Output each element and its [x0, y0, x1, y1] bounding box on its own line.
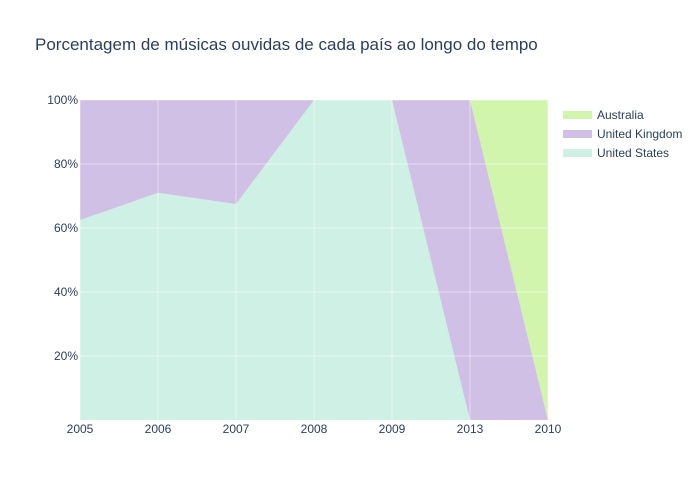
x-axis-ticks: 2005 2006 2007 2008 2009 2013 2010: [67, 422, 562, 436]
legend-item-australia[interactable]: Australia: [563, 108, 644, 122]
chart-title: Porcentagem de músicas ouvidas de cada p…: [35, 35, 538, 54]
legend-label: Australia: [597, 108, 644, 122]
area-united-kingdom: [80, 100, 548, 420]
y-tick-label: 20%: [54, 349, 78, 363]
legend-label: United Kingdom: [597, 127, 682, 141]
legend-label: United States: [597, 146, 669, 160]
area-series-group: [80, 100, 548, 420]
x-tick-label: 2007: [223, 422, 250, 436]
legend-swatch: [563, 149, 592, 157]
legend-item-united-kingdom[interactable]: United Kingdom: [563, 127, 682, 141]
area-united-states: [80, 100, 548, 420]
x-tick-label: 2005: [67, 422, 94, 436]
area-australia: [80, 100, 548, 420]
y-tick-label: 100%: [47, 93, 78, 107]
x-tick-label: 2013: [457, 422, 484, 436]
legend-swatch: [563, 111, 592, 119]
legend-item-united-states[interactable]: United States: [563, 146, 669, 160]
y-tick-label: 60%: [54, 221, 78, 235]
x-tick-label: 2006: [145, 422, 172, 436]
legend: Australia United Kingdom United States: [563, 108, 682, 160]
y-tick-label: 40%: [54, 285, 78, 299]
x-tick-label: 2008: [301, 422, 328, 436]
legend-swatch: [563, 130, 592, 138]
x-tick-label: 2009: [379, 422, 406, 436]
y-tick-label: 80%: [54, 157, 78, 171]
x-tick-label: 2010: [535, 422, 562, 436]
grid-lines: [79, 99, 549, 420]
y-axis-ticks: 20% 40% 60% 80% 100%: [47, 93, 78, 363]
